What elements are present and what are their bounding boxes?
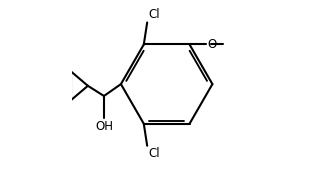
- Text: Cl: Cl: [148, 148, 160, 160]
- Text: O: O: [207, 38, 216, 51]
- Text: Cl: Cl: [148, 8, 160, 21]
- Text: OH: OH: [95, 120, 113, 133]
